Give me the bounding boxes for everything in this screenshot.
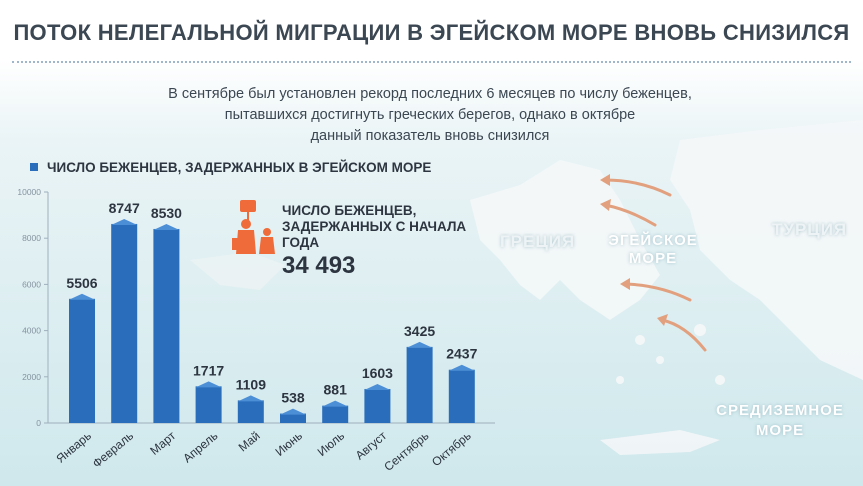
x-tick-label: Август <box>353 428 390 462</box>
total-label: ЧИСЛО БЕЖЕНЦЕВ, ЗАДЕРЖАННЫХ С НАЧАЛА ГОД… <box>282 203 492 251</box>
subtitle-line: В сентябре был установлен рекорд последн… <box>168 86 692 102</box>
data-label: 5506 <box>66 275 97 291</box>
sign-icon <box>240 200 256 212</box>
data-label: 1603 <box>362 365 393 381</box>
x-tick-label: Январь <box>53 429 94 466</box>
island <box>656 356 664 364</box>
total-label-line1: ЧИСЛО БЕЖЕНЦЕВ, <box>282 203 417 218</box>
map-label-aegean: ЭГЕЙСКОЕ МОРЕ <box>598 232 708 268</box>
child-head-icon <box>263 228 271 236</box>
data-label: 3425 <box>404 323 435 339</box>
x-tick-label: Июль <box>315 429 347 459</box>
crete-island <box>600 430 720 455</box>
sicily-island <box>190 252 285 290</box>
x-tick-label: Сентябрь <box>381 429 431 474</box>
bar-top <box>153 223 180 230</box>
x-tick-label: Март <box>147 428 178 458</box>
adult-body-icon <box>236 230 256 254</box>
chart-title-text: ЧИСЛО БЕЖЕНЦЕВ, ЗАДЕРЖАННЫХ В ЭГЕЙСКОМ М… <box>47 160 432 175</box>
bar-top <box>69 293 95 300</box>
x-tick-label: Июнь <box>273 429 305 459</box>
total-label-line3: ГОДА <box>282 235 320 250</box>
bar <box>153 228 180 423</box>
family-refugee-icon <box>232 200 275 254</box>
arrowhead-icon <box>600 174 610 186</box>
bar <box>280 413 306 423</box>
bar-top <box>111 218 138 225</box>
subtitle-line: пытавшихся достигнуть греческих берегов,… <box>224 107 636 123</box>
map-label-med-line1: СРЕДИЗЕМНОЕ <box>716 402 844 419</box>
x-tick-label: Февраль <box>90 429 136 471</box>
bar <box>195 386 222 423</box>
arrowhead-icon <box>600 199 611 211</box>
bar <box>448 369 475 423</box>
bar <box>237 400 264 423</box>
arrow-icon <box>660 318 707 352</box>
child-body-icon <box>259 237 275 254</box>
y-tick-label: 6000 <box>22 279 41 289</box>
page-title: ПОТОК НЕЛЕГАЛЬНОЙ МИГРАЦИИ В ЭГЕЙСКОМ МО… <box>13 20 850 45</box>
arrowheads <box>600 174 668 326</box>
turkey-landmass <box>670 120 863 380</box>
map-label-turkey: ТУРЦИЯ <box>772 220 848 239</box>
x-tick-label: Май <box>236 429 263 455</box>
map-label-greece: ГРЕЦИЯ <box>500 232 576 251</box>
bar-top <box>322 400 349 407</box>
subtitle-line: данный показатель вновь снизился <box>310 128 550 144</box>
bar-top <box>195 381 222 388</box>
y-tick-label: 0 <box>36 418 41 428</box>
bar <box>406 346 433 423</box>
island <box>616 376 624 384</box>
data-label: 1717 <box>193 362 224 378</box>
bar-top <box>364 383 391 390</box>
bar <box>69 298 95 423</box>
arrowhead-icon <box>620 278 630 290</box>
data-label: 8747 <box>109 200 140 216</box>
data-label: 538 <box>281 390 305 406</box>
y-tick-label: 8000 <box>22 233 41 243</box>
x-tick-label: Апрель <box>180 429 220 466</box>
map-label-mediterranean: СРЕДИЗЕМНОЕ МОРЕ <box>700 401 860 441</box>
island <box>715 375 725 385</box>
arrow-icon <box>623 282 692 302</box>
bag-icon <box>232 238 238 250</box>
data-label: 1109 <box>236 376 267 392</box>
x-tick-label: Октябрь <box>429 429 474 470</box>
arrowhead-icon <box>657 314 668 326</box>
island <box>694 324 706 336</box>
title-divider <box>12 61 851 63</box>
total-label-line2: ЗАДЕРЖАННЫХ С НАЧАЛА <box>282 219 467 234</box>
bar <box>111 223 138 423</box>
subtitle: В сентябре был установлен рекорд последн… <box>130 84 730 147</box>
greece-landmass <box>470 160 660 320</box>
y-tick-label: 10000 <box>17 187 41 197</box>
total-value: 34 493 <box>282 252 356 279</box>
map-label-med-line2: МОРЕ <box>755 422 805 439</box>
bar-top <box>237 395 264 402</box>
data-label: 8530 <box>151 205 182 221</box>
data-label: 2437 <box>446 346 477 362</box>
bar-top <box>448 364 475 371</box>
map-label-aegean-line2: МОРЕ <box>628 250 678 267</box>
y-tick-label: 2000 <box>22 372 41 382</box>
map-label-aegean-line1: ЭГЕЙСКОЕ <box>608 232 698 249</box>
bar-top <box>280 408 306 415</box>
bar-top <box>406 341 433 348</box>
y-tick-label: 4000 <box>22 326 41 336</box>
data-label: 881 <box>324 382 348 398</box>
legend-square-icon <box>30 163 38 171</box>
arrow-icon <box>603 178 672 197</box>
island <box>635 335 645 345</box>
bar <box>364 388 391 423</box>
adult-head-icon <box>241 219 251 229</box>
bar <box>322 405 349 423</box>
chart-title: ЧИСЛО БЕЖЕНЦЕВ, ЗАДЕРЖАННЫХ В ЭГЕЙСКОМ М… <box>30 160 431 175</box>
